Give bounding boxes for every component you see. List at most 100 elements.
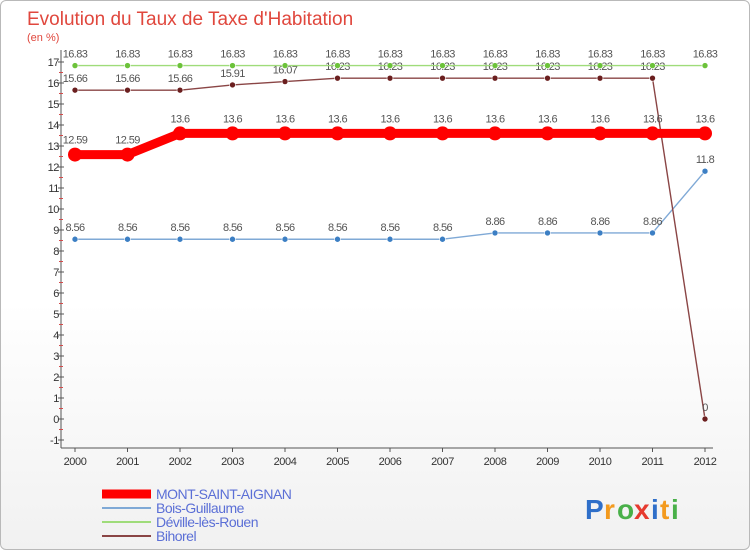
- data-point: [439, 74, 446, 82]
- legend-label-3: Bihorel: [156, 528, 196, 544]
- data-point: [596, 229, 604, 237]
- data-point: [124, 62, 131, 69]
- y-tick-label: 11: [48, 183, 59, 195]
- data-point: [229, 62, 236, 69]
- logo-letter: x: [634, 494, 651, 525]
- x-tick-label: 2006: [379, 456, 402, 468]
- y-axis-unit: (en %): [27, 32, 59, 44]
- data-point: [225, 126, 240, 141]
- y-tick-label: 17: [48, 57, 60, 69]
- y-tick-label: 4: [53, 330, 59, 342]
- data-label: 8.86: [538, 216, 557, 228]
- series-0: 12.59 12.59 13.6 13.6 13.6 13.6 13.6 13.6 13.6 13…: [63, 113, 716, 162]
- logo-letter: i: [651, 494, 660, 525]
- data-label: 16.83: [63, 49, 88, 61]
- data-label: 15.66: [168, 73, 193, 85]
- data-point: [386, 235, 394, 243]
- data-point: [176, 86, 184, 94]
- data-point: [596, 74, 604, 82]
- y-tick-label: 13: [48, 141, 60, 153]
- legend: MONT-SAINT-AIGNANBois-GuillaumeDéville-l…: [102, 486, 292, 544]
- data-point: [701, 167, 709, 175]
- data-point: [229, 81, 236, 89]
- data-label: 16.83: [115, 49, 140, 61]
- y-tick-label: 10: [48, 204, 60, 216]
- data-label: 8.56: [433, 222, 452, 234]
- x-tick-label: 2001: [116, 456, 139, 468]
- y-tick-label: 7: [53, 267, 59, 279]
- data-label: 16.83: [535, 49, 560, 61]
- data-label: 16.83: [640, 49, 665, 61]
- data-point: [544, 74, 551, 82]
- x-tick-label: 2004: [274, 456, 297, 468]
- series-3: 15.6615.6615.6615.9116.0716.2316.2316.23…: [63, 61, 709, 423]
- data-point: [649, 62, 656, 69]
- data-label: 16.83: [693, 49, 718, 61]
- data-label: 16.83: [273, 49, 298, 61]
- data-point: [540, 126, 555, 141]
- data-label: 8.56: [170, 222, 189, 234]
- data-point: [435, 126, 450, 141]
- y-tick-label: 0: [53, 414, 59, 426]
- data-point: [176, 62, 184, 69]
- x-tick-label: 2008: [484, 456, 507, 468]
- data-point: [120, 147, 135, 162]
- data-label: 11.8: [696, 154, 715, 166]
- data-point: [491, 62, 499, 69]
- data-point: [383, 126, 397, 141]
- y-tick-label: 16: [48, 78, 60, 90]
- data-label: 8.86: [590, 216, 609, 228]
- data-label: 12.59: [115, 135, 140, 147]
- data-label: 13.6: [223, 113, 242, 125]
- data-point: [439, 62, 446, 69]
- data-point: [173, 126, 187, 141]
- data-label: 0: [702, 402, 708, 414]
- series-layer: 8.56 8.56 8.56 8.56 8.56 8.56 8.56 8.56 8.86 8.86…: [63, 49, 718, 423]
- data-label: 16.83: [325, 49, 350, 61]
- data-point: [68, 147, 82, 162]
- logo-letter: r: [604, 494, 616, 525]
- data-point: [386, 74, 394, 82]
- legend-label-2: Déville-lès-Rouen: [156, 514, 258, 530]
- data-label: 13.6: [433, 113, 452, 125]
- data-point: [278, 126, 292, 141]
- data-label: 13.6: [485, 113, 504, 125]
- data-label: 8.56: [380, 222, 399, 234]
- data-point: [386, 62, 394, 69]
- data-point: [701, 62, 709, 69]
- data-label: 16.83: [378, 49, 403, 61]
- data-point: [645, 126, 660, 141]
- data-label: 13.6: [590, 113, 609, 125]
- y-tick-label: 9: [53, 225, 59, 237]
- legend-label-0: MONT-SAINT-AIGNAN: [156, 486, 291, 502]
- data-point: [124, 86, 131, 94]
- data-label: 13.6: [538, 113, 557, 125]
- data-point: [229, 235, 236, 243]
- data-label: 16.83: [220, 49, 245, 61]
- data-label: 12.59: [63, 135, 88, 147]
- x-tick-label: 2012: [694, 456, 717, 468]
- data-point: [596, 62, 604, 69]
- data-point: [334, 235, 341, 243]
- data-label: 8.56: [328, 222, 347, 234]
- x-tick-label: 2002: [169, 456, 192, 468]
- data-label: 8.56: [275, 222, 294, 234]
- data-point: [281, 235, 289, 243]
- data-label: 16.83: [430, 49, 455, 61]
- series-1: 8.56 8.56 8.56 8.56 8.56 8.56 8.56 8.56 8.86 8.86…: [65, 154, 715, 243]
- data-label: 8.56: [65, 222, 84, 234]
- y-tick-label: 1: [53, 393, 59, 405]
- logo-letter: o: [617, 494, 635, 525]
- data-label: 16.83: [168, 49, 193, 61]
- y-tick-label: -1: [50, 435, 59, 447]
- data-point: [124, 235, 131, 243]
- data-label: 13.6: [380, 113, 399, 125]
- data-label: 15.91: [220, 68, 245, 80]
- x-tick-label: 2009: [536, 456, 559, 468]
- data-label: 15.66: [115, 73, 140, 85]
- series-2: 16.83 16.83 16.83 16.83 16.83 16.83 16.83 16.83…: [63, 49, 718, 69]
- data-label: 16.07: [273, 65, 298, 77]
- data-label: 13.6: [328, 113, 347, 125]
